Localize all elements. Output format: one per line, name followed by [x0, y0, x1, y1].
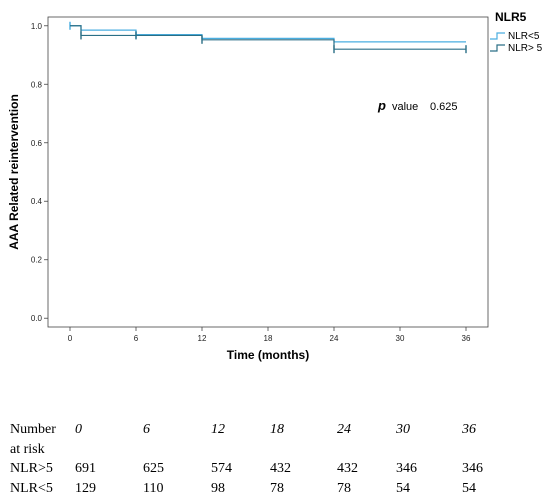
legend-label: NLR<5: [508, 31, 540, 42]
y-tick-label: 0.2: [31, 256, 43, 265]
plot-frame: [47, 16, 489, 328]
risk-value: 432: [337, 461, 358, 476]
risk-time-point: 36: [462, 422, 476, 437]
risk-value: 110: [143, 481, 164, 496]
plot-axes: 0.0 0.2 0.4 0.6 0.8 1.0 0 6 12 18 24 30 36: [31, 16, 489, 343]
y-tick-label: 0.8: [31, 80, 43, 89]
risk-value: 432: [270, 461, 291, 476]
series-layer: [69, 21, 467, 54]
risk-value: 98: [211, 481, 225, 496]
risk-time-point: 30: [396, 422, 410, 437]
y-tick-label: 0.6: [31, 139, 43, 148]
x-tick-label: 24: [330, 334, 339, 343]
risk-time-point: 6: [143, 422, 150, 437]
legend-swatch: [490, 32, 505, 40]
x-tick-label: 12: [198, 334, 207, 343]
risk-value: 625: [143, 461, 164, 476]
x-tick-label: 30: [396, 334, 405, 343]
y-axis-label: AAA Related reintervention: [7, 94, 21, 250]
risk-row-label: NLR>5: [10, 461, 53, 476]
risk-row-label: NLR<5: [10, 481, 53, 496]
risk-value: 54: [462, 481, 476, 496]
p-value-annotation: p value 0.625: [377, 98, 458, 113]
p-label: value: [392, 101, 418, 113]
risk-value: 346: [396, 461, 417, 476]
x-tick-label: 18: [264, 334, 273, 343]
risk-time-point: 12: [211, 422, 225, 437]
risk-time-point: 0: [75, 422, 82, 437]
risk-value: 78: [270, 481, 284, 496]
risk-value: 54: [396, 481, 410, 496]
x-tick-label: 0: [68, 334, 73, 343]
series-line-1: [70, 25, 466, 50]
x-tick-label: 6: [134, 334, 139, 343]
risk-value: 691: [75, 461, 96, 476]
risk-value: 78: [337, 481, 351, 496]
y-tick-label: 0.4: [31, 197, 43, 206]
risk-header-line2: at risk: [10, 442, 45, 457]
risk-header-line1: Number: [10, 422, 56, 437]
p-value: 0.625: [430, 101, 458, 113]
x-tick-label: 36: [462, 334, 471, 343]
p-symbol: p: [377, 98, 386, 113]
legend-title: NLR5: [495, 10, 527, 24]
x-axis-label: Time (months): [227, 348, 309, 362]
risk-time-point: 18: [270, 422, 284, 437]
risk-value: 574: [211, 461, 232, 476]
risk-time-point: 24: [337, 422, 351, 437]
risk-value: 129: [75, 481, 96, 496]
y-tick-label: 1.0: [31, 22, 43, 31]
legend-label: NLR> 5: [508, 43, 543, 54]
legend-swatch: [490, 44, 505, 52]
risk-value: 346: [462, 461, 483, 476]
y-tick-label: 0.0: [31, 314, 43, 323]
